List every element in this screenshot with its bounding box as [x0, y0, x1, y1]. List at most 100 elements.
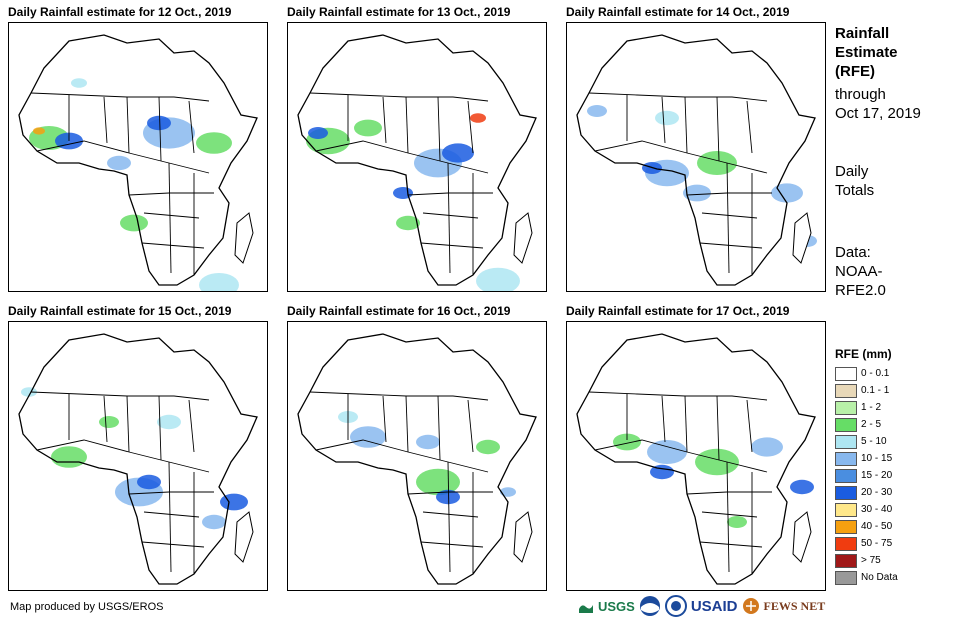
- country-border: [188, 100, 195, 154]
- rainfall-area: [396, 215, 420, 231]
- legend-swatch: [835, 553, 857, 568]
- fewsnet-logo-icon: [742, 598, 759, 614]
- rainfall-area: [107, 155, 131, 171]
- legend-swatch: [835, 502, 857, 517]
- legend-label: 40 - 50: [861, 521, 893, 532]
- legend-item: 5 - 10: [835, 433, 898, 450]
- rainfall-area: [436, 489, 460, 505]
- country-border: [126, 395, 130, 453]
- country-border: [447, 162, 451, 274]
- country-border: [594, 439, 768, 473]
- country-border: [726, 461, 730, 573]
- rainfall-area: [21, 387, 37, 397]
- country-border: [158, 96, 162, 162]
- country-border: [158, 395, 162, 461]
- through-value: Oct 17, 2019: [835, 105, 921, 122]
- legend-item: 10 - 15: [835, 450, 898, 467]
- legend-swatch: [835, 366, 857, 381]
- country-border: [315, 439, 489, 473]
- legend-swatch: [835, 570, 857, 585]
- legend-label: 0.1 - 1: [861, 385, 890, 396]
- legend-item: 30 - 40: [835, 501, 898, 518]
- rainfall-map: [566, 321, 826, 591]
- legend-item: No Data: [835, 569, 898, 586]
- country-border: [382, 96, 387, 144]
- rainfall-area: [120, 214, 148, 232]
- rainfall-area: [470, 113, 486, 123]
- legend-title: RFE (mm): [835, 347, 892, 361]
- legend-item: 2 - 5: [835, 416, 898, 433]
- coastline: [576, 34, 816, 286]
- legend-item: 0 - 0.1: [835, 365, 898, 382]
- legend-swatch: [835, 451, 857, 466]
- country-border: [746, 100, 753, 154]
- map-credit: Map produced by USGS/EROS: [10, 601, 164, 613]
- country-border: [407, 192, 493, 196]
- legend-label: 30 - 40: [861, 504, 893, 515]
- country-border: [437, 96, 441, 162]
- rainfall-area: [587, 105, 607, 117]
- legend-item: 1 - 2: [835, 399, 898, 416]
- rainfall-area: [199, 273, 239, 291]
- noaa-logo-icon: [639, 596, 660, 616]
- country-border: [447, 461, 451, 573]
- through-label: through: [835, 86, 886, 103]
- country-border: [467, 399, 474, 453]
- legend-item: 40 - 50: [835, 518, 898, 535]
- legend-item: 50 - 75: [835, 535, 898, 552]
- country-border: [686, 491, 772, 495]
- country-border: [422, 212, 479, 219]
- continent-land: [298, 334, 536, 584]
- panel-title: Daily Rainfall estimate for 17 Oct., 201…: [566, 304, 790, 318]
- country-border: [701, 511, 758, 518]
- title-line: Estimate: [835, 44, 898, 61]
- country-border: [661, 395, 666, 443]
- country-border: [422, 511, 479, 518]
- legend-items: 0 - 0.1 0.1 - 1 1 - 2 2 - 5 5 - 10 10 - 15 15 …: [835, 365, 898, 586]
- africa-map: [18, 34, 258, 291]
- country-border: [405, 96, 409, 154]
- legend-swatch: [835, 485, 857, 500]
- rainfall-area: [476, 439, 500, 455]
- rainfall-area: [71, 78, 87, 88]
- rainfall-area: [33, 127, 45, 135]
- rainfall-area: [697, 151, 737, 175]
- country-border: [128, 491, 214, 495]
- country-border: [661, 96, 666, 144]
- rainfall-map: [8, 22, 268, 292]
- country-border: [315, 140, 489, 174]
- continent-land: [19, 35, 257, 285]
- rainfall-area: [647, 440, 687, 464]
- country-border: [405, 395, 409, 453]
- panel-title: Daily Rainfall estimate for 13 Oct., 201…: [287, 5, 511, 19]
- rainfall-area: [790, 479, 814, 495]
- madagascar-outline: [792, 212, 812, 264]
- madagascar-outline: [234, 511, 254, 563]
- legend-swatch: [835, 434, 857, 449]
- rainfall-area: [350, 426, 386, 448]
- country-border: [686, 192, 772, 196]
- rainfall-area: [771, 183, 803, 203]
- rainfall-area: [613, 433, 641, 451]
- rainfall-area: [137, 474, 161, 490]
- africa-map: [297, 333, 537, 585]
- africa-map: [18, 333, 258, 585]
- rainfall-area: [695, 448, 739, 476]
- country-border: [467, 100, 474, 154]
- panel-title: Daily Rainfall estimate for 15 Oct., 201…: [8, 304, 232, 318]
- daily-line: Totals: [835, 182, 875, 199]
- country-border: [382, 395, 387, 443]
- fewsnet-logo: FEWS NET: [763, 598, 826, 613]
- rainfall-area: [655, 110, 679, 126]
- country-border: [128, 192, 214, 196]
- rainfall-area: [442, 143, 474, 163]
- legend-item: 0.1 - 1: [835, 382, 898, 399]
- africa-map: [576, 333, 816, 585]
- rainfall-area: [202, 514, 226, 530]
- product-title: Rainfall Estimate (RFE): [835, 24, 898, 81]
- rainfall-area: [650, 464, 674, 480]
- data-line: NOAA-: [835, 263, 883, 280]
- legend-swatch: [835, 468, 857, 483]
- continent-land: [577, 35, 815, 285]
- madagascar-outline: [234, 212, 254, 264]
